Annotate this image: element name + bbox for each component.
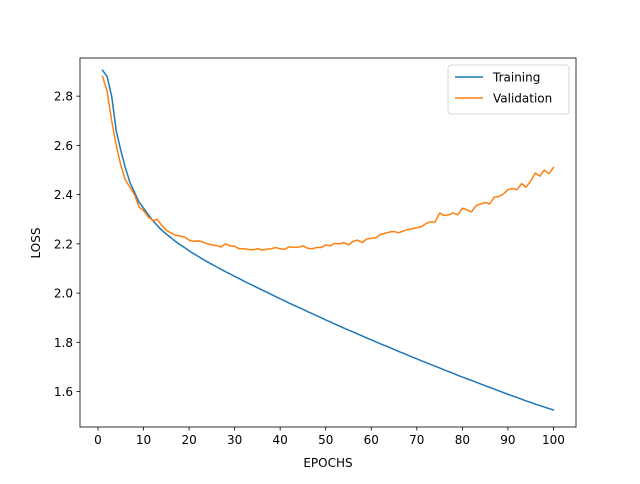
x-tick-label: 50 [318,433,333,447]
series-layer [101,69,555,411]
legend-label-training: Training [492,71,540,85]
x-tick-label: 40 [273,433,288,447]
x-axis-ticks: 0 10 20 30 40 50 60 70 80 90 100 [94,427,565,447]
series-line-training [101,69,555,411]
y-tick-label: 2.8 [54,90,73,104]
y-tick-label: 2.4 [54,188,73,202]
y-tick-label: 2.0 [54,287,73,301]
axes-frame [79,57,577,428]
y-tick-label: 2.6 [54,139,73,153]
x-tick-label: 70 [409,433,424,447]
y-tick-label: 2.2 [54,237,73,251]
x-tick-label: 60 [364,433,379,447]
x-tick-label: 0 [94,433,102,447]
legend-label-validation: Validation [493,92,552,106]
legend: Training Validation [447,64,570,115]
y-tick-label: 1.8 [54,336,73,350]
plot-area [80,58,576,427]
x-tick-label: 10 [136,433,151,447]
x-tick-label: 100 [542,433,565,447]
y-axis-label: LOSS [29,228,43,259]
series-line-validation [101,75,555,251]
x-tick-label: 90 [500,433,515,447]
x-tick-label: 30 [227,433,242,447]
x-tick-label: 80 [455,433,470,447]
y-tick-label: 1.6 [54,385,73,399]
x-axis-label: EPOCHS [303,456,352,470]
y-axis-ticks: 1.6 1.8 2.0 2.2 2.4 2.6 2.8 [54,90,80,399]
x-tick-label: 20 [181,433,196,447]
